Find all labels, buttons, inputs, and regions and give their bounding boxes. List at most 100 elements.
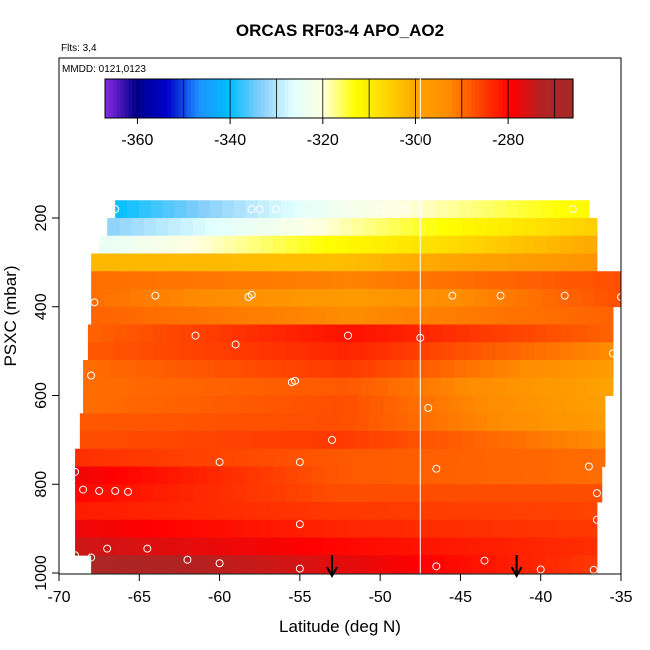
- heatmap-cell: [394, 555, 408, 574]
- heatmap-cell: [552, 413, 567, 432]
- heatmap-cell: [572, 218, 586, 237]
- heatmap-cell: [308, 377, 323, 396]
- heatmap-cell: [414, 502, 428, 521]
- heatmap-cell: [296, 519, 311, 538]
- heatmap-cell: [591, 431, 606, 450]
- heatmap-cell: [268, 253, 282, 272]
- observation-point: [231, 340, 240, 349]
- heatmap-cell: [544, 502, 559, 521]
- heatmap-cell: [167, 484, 181, 503]
- heatmap-cell: [521, 306, 536, 325]
- heatmap-cell: [224, 431, 238, 450]
- heatmap-cell: [425, 218, 439, 237]
- heatmap-cell: [584, 218, 598, 237]
- heatmap-cell: [572, 235, 585, 254]
- heatmap-cell: [535, 466, 550, 485]
- heatmap-cell: [388, 502, 402, 521]
- heatmap-cell: [581, 271, 596, 290]
- heatmap-cell: [483, 484, 497, 503]
- heatmap-cell: [259, 466, 274, 485]
- y-tick-label: 800: [33, 471, 50, 498]
- heatmap-cell: [495, 306, 510, 325]
- heatmap-cell: [242, 377, 256, 396]
- colorbar-segment: [222, 79, 227, 118]
- heatmap-cell: [482, 306, 497, 325]
- heatmap-cell: [322, 537, 337, 556]
- heatmap-cell: [531, 537, 546, 556]
- heatmap-cell: [109, 360, 124, 379]
- heatmap-cell: [192, 537, 207, 556]
- heatmap-cell: [170, 271, 185, 290]
- heatmap-cell: [189, 377, 203, 396]
- colorbar-segment: [284, 79, 289, 118]
- heatmap-cell: [467, 377, 481, 396]
- heatmap-cell: [130, 289, 145, 308]
- heatmap-cell: [413, 218, 427, 237]
- heatmap-cell: [87, 324, 102, 343]
- heatmap-cell: [552, 431, 567, 450]
- observation-point: [295, 564, 304, 573]
- heatmap-cell: [401, 537, 415, 556]
- colorbar-segment: [272, 79, 278, 118]
- heatmap-cell: [526, 413, 540, 432]
- heatmap-cell: [119, 431, 133, 450]
- heatmap-cell: [539, 431, 553, 450]
- colorbar-segment: [249, 79, 254, 118]
- colorbar-segment: [393, 79, 399, 118]
- heatmap-cell: [182, 306, 196, 325]
- heatmap-cell: [578, 431, 593, 450]
- colorbar-segment: [405, 79, 410, 118]
- heatmap-cell: [342, 413, 357, 432]
- heatmap-cell: [483, 555, 497, 574]
- heatmap-cell: [140, 502, 154, 521]
- heatmap-cell: [472, 448, 487, 467]
- heatmap-cell: [295, 360, 309, 379]
- x-tick-label: -60: [208, 589, 231, 606]
- heatmap-cell: [198, 235, 212, 254]
- heatmap-cell: [560, 306, 575, 325]
- heatmap-cell: [285, 235, 299, 254]
- heatmap-cell: [588, 484, 603, 503]
- heatmap-cell: [363, 324, 378, 343]
- colorbar-segment: [397, 79, 402, 118]
- heatmap-cell: [211, 413, 225, 432]
- heatmap-cell: [338, 484, 353, 503]
- heatmap-cell: [217, 555, 231, 574]
- heatmap-cell: [389, 342, 404, 361]
- heatmap-cell: [467, 360, 481, 379]
- heatmap-cell: [250, 289, 264, 308]
- heatmap-cell: [242, 555, 256, 574]
- heatmap-cell: [518, 537, 533, 556]
- heatmap-cell: [248, 235, 262, 254]
- observation-point: [295, 520, 304, 529]
- heatmap-cell: [250, 431, 265, 450]
- heatmap-cell: [114, 466, 129, 485]
- heatmap-cell: [149, 377, 164, 396]
- heatmap-cell: [588, 466, 603, 485]
- heatmap-cell: [534, 235, 548, 254]
- observation-point: [255, 205, 264, 214]
- heatmap-cell: [233, 466, 247, 485]
- heatmap-cell: [352, 218, 365, 237]
- heatmap-cell: [528, 289, 543, 308]
- colorbar-segment: [198, 79, 204, 118]
- heatmap-cell: [230, 253, 244, 272]
- colorbar-segment: [229, 79, 235, 118]
- heatmap-cell: [283, 519, 298, 538]
- heatmap-cell: [106, 413, 120, 432]
- colorbar-segment: [463, 79, 469, 118]
- colorbar-segment: [374, 79, 379, 118]
- heatmap-cell: [303, 413, 317, 432]
- heatmap-cell: [127, 502, 141, 521]
- heatmap-cell: [117, 306, 131, 325]
- chart-title: ORCAS RF03-4 APO_AO2: [236, 21, 444, 40]
- heatmap-cell: [565, 448, 579, 467]
- heatmap-cell: [586, 377, 601, 396]
- heatmap-cell: [361, 360, 376, 379]
- heatmap-cell: [192, 502, 207, 521]
- heatmap-cell: [557, 502, 572, 521]
- heatmap-cell: [179, 537, 193, 556]
- colorbar-segment: [175, 79, 180, 118]
- heatmap-cell: [494, 324, 509, 343]
- colorbar-segment: [264, 79, 270, 118]
